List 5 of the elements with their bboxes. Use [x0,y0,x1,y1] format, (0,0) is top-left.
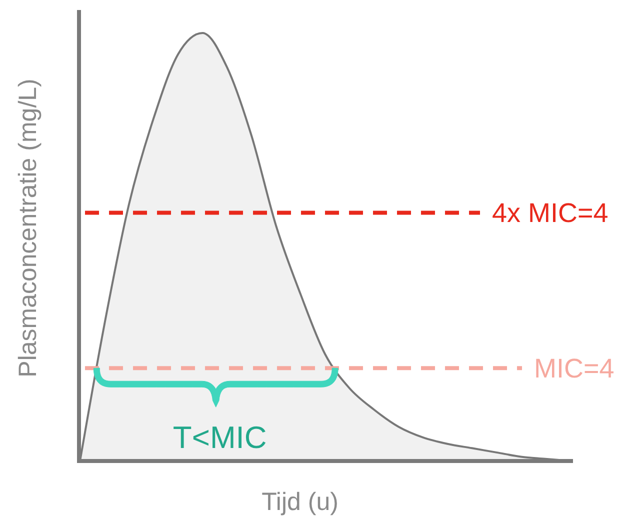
annotation: 4x MIC=4 [492,198,608,228]
y-axis-title: Plasmaconcentratie (mg/L) [14,78,42,378]
annotation: T<MIC [172,420,267,456]
annotation: MIC=4 [534,354,614,384]
x-axis-title: Tijd (u) [262,488,338,516]
